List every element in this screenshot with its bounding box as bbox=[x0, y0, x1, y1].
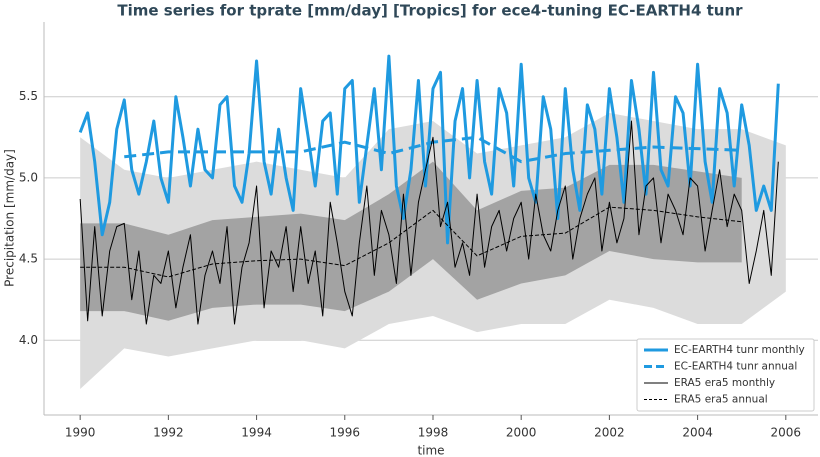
x-tick-label: 2002 bbox=[594, 426, 625, 440]
series-line bbox=[78, 54, 780, 245]
legend-label: EC-EARTH4 tunr monthly bbox=[674, 344, 805, 356]
legend-label: ERA5 era5 annual bbox=[674, 394, 768, 406]
x-tick-label: 1998 bbox=[418, 426, 449, 440]
x-tick-label: 1996 bbox=[330, 426, 361, 440]
x-tick-label: 1994 bbox=[241, 426, 272, 440]
legend-label: ERA5 era5 monthly bbox=[674, 377, 775, 389]
x-tick-label: 2006 bbox=[771, 426, 802, 440]
chart-title: Time series for tprate [mm/day] [Tropics… bbox=[117, 2, 743, 20]
spread-band bbox=[80, 161, 742, 321]
y-tick-label: 4.0 bbox=[19, 333, 38, 347]
series-line bbox=[79, 120, 779, 325]
series-line bbox=[80, 206, 742, 278]
y-tick-label: 5.0 bbox=[19, 170, 38, 184]
x-tick-label: 2000 bbox=[506, 426, 537, 440]
y-axis-label: Precipitation [mm/day] bbox=[3, 149, 17, 287]
x-tick-label: 1990 bbox=[65, 426, 96, 440]
legend: EC-EARTH4 tunr monthly EC-EARTH4 tunr ann… bbox=[636, 338, 815, 412]
y-tick-label: 4.5 bbox=[19, 252, 38, 266]
x-axis-label: time bbox=[417, 444, 444, 457]
legend-box bbox=[636, 338, 815, 412]
legend-label: EC-EARTH4 tunr annual bbox=[674, 361, 797, 373]
y-tick-label: 5.5 bbox=[19, 89, 38, 103]
x-tick-label: 2004 bbox=[682, 426, 713, 440]
x-tick-label: 1992 bbox=[153, 426, 184, 440]
